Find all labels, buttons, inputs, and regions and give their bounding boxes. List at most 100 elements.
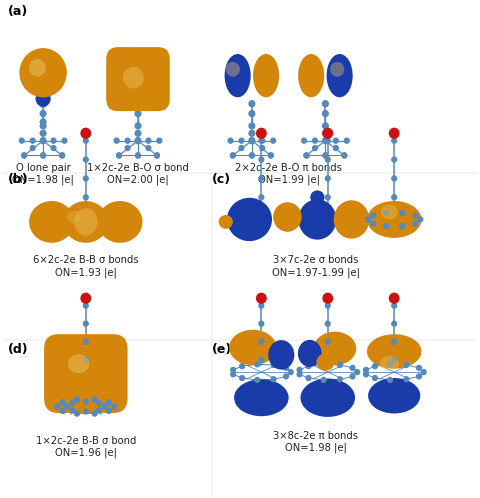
Circle shape <box>114 138 119 143</box>
Circle shape <box>249 123 255 129</box>
Circle shape <box>421 370 426 374</box>
Circle shape <box>231 372 236 377</box>
Circle shape <box>342 153 347 158</box>
Circle shape <box>123 67 144 89</box>
Text: 2×2c-2e B-O π bonds
ON=1.99 |e|: 2×2c-2e B-O π bonds ON=1.99 |e| <box>235 163 342 185</box>
Circle shape <box>157 138 162 143</box>
Circle shape <box>51 145 56 150</box>
Circle shape <box>155 153 159 158</box>
Circle shape <box>323 138 328 143</box>
Circle shape <box>417 366 421 371</box>
Circle shape <box>249 130 255 136</box>
Circle shape <box>306 364 311 369</box>
Circle shape <box>284 366 288 371</box>
Circle shape <box>392 138 396 143</box>
Circle shape <box>40 100 47 107</box>
Ellipse shape <box>234 379 288 416</box>
Circle shape <box>325 176 330 181</box>
Text: (d): (d) <box>8 343 28 356</box>
Circle shape <box>30 138 35 143</box>
Ellipse shape <box>326 54 353 97</box>
Circle shape <box>74 411 79 416</box>
Circle shape <box>40 138 46 143</box>
Circle shape <box>268 153 273 158</box>
Ellipse shape <box>273 202 301 232</box>
Circle shape <box>249 111 255 117</box>
Circle shape <box>372 364 377 369</box>
Circle shape <box>259 176 264 181</box>
Circle shape <box>250 153 254 158</box>
Text: 3×7c-2e σ bonds
ON=1.97-1.99 |e|: 3×7c-2e σ bonds ON=1.97-1.99 |e| <box>272 255 360 277</box>
Circle shape <box>259 195 264 200</box>
Circle shape <box>22 153 26 158</box>
Circle shape <box>323 101 328 107</box>
Circle shape <box>136 153 140 158</box>
Circle shape <box>288 370 293 374</box>
Circle shape <box>344 138 349 143</box>
Circle shape <box>135 123 141 129</box>
Circle shape <box>366 217 371 222</box>
Circle shape <box>384 211 388 215</box>
Circle shape <box>392 176 396 181</box>
Circle shape <box>249 138 255 143</box>
Circle shape <box>70 400 75 405</box>
Ellipse shape <box>310 190 324 204</box>
Ellipse shape <box>225 54 251 97</box>
Circle shape <box>97 407 102 412</box>
Circle shape <box>323 153 328 158</box>
Circle shape <box>417 374 421 379</box>
Circle shape <box>70 407 75 412</box>
Circle shape <box>413 213 418 218</box>
Ellipse shape <box>63 201 108 243</box>
Circle shape <box>250 153 254 158</box>
Ellipse shape <box>227 198 272 241</box>
Circle shape <box>392 339 396 344</box>
FancyBboxPatch shape <box>44 334 128 413</box>
Circle shape <box>155 153 159 158</box>
Circle shape <box>304 153 309 158</box>
Circle shape <box>388 362 392 367</box>
Circle shape <box>40 123 46 129</box>
Circle shape <box>40 111 46 117</box>
Circle shape <box>255 377 260 382</box>
Circle shape <box>259 138 264 143</box>
Circle shape <box>60 408 65 413</box>
Ellipse shape <box>67 211 81 223</box>
Text: 1×2c-2e B-B σ bond
ON=1.96 |e|: 1×2c-2e B-B σ bond ON=1.96 |e| <box>36 436 136 458</box>
Circle shape <box>312 145 317 150</box>
Circle shape <box>271 363 276 368</box>
Circle shape <box>257 128 266 138</box>
Circle shape <box>323 153 328 158</box>
Circle shape <box>372 375 377 380</box>
Circle shape <box>30 145 35 150</box>
Circle shape <box>325 138 330 143</box>
Circle shape <box>84 399 88 404</box>
Circle shape <box>84 303 88 308</box>
Text: (c): (c) <box>212 173 231 186</box>
Circle shape <box>125 145 130 150</box>
Circle shape <box>371 213 375 218</box>
Circle shape <box>325 358 330 362</box>
Circle shape <box>330 62 344 77</box>
Circle shape <box>389 128 399 138</box>
Circle shape <box>22 153 26 158</box>
Circle shape <box>342 153 347 158</box>
Circle shape <box>84 157 88 162</box>
Circle shape <box>51 138 56 143</box>
Circle shape <box>297 368 302 373</box>
Ellipse shape <box>97 201 143 243</box>
Circle shape <box>135 101 141 107</box>
Circle shape <box>363 372 368 377</box>
Circle shape <box>323 138 328 143</box>
Circle shape <box>250 138 254 143</box>
Circle shape <box>84 358 88 362</box>
Circle shape <box>117 153 121 158</box>
Circle shape <box>384 224 388 229</box>
Circle shape <box>55 404 60 409</box>
Circle shape <box>301 138 306 143</box>
Circle shape <box>325 157 330 162</box>
Circle shape <box>107 400 111 405</box>
Ellipse shape <box>368 378 420 413</box>
Circle shape <box>259 157 264 162</box>
Circle shape <box>392 321 396 326</box>
